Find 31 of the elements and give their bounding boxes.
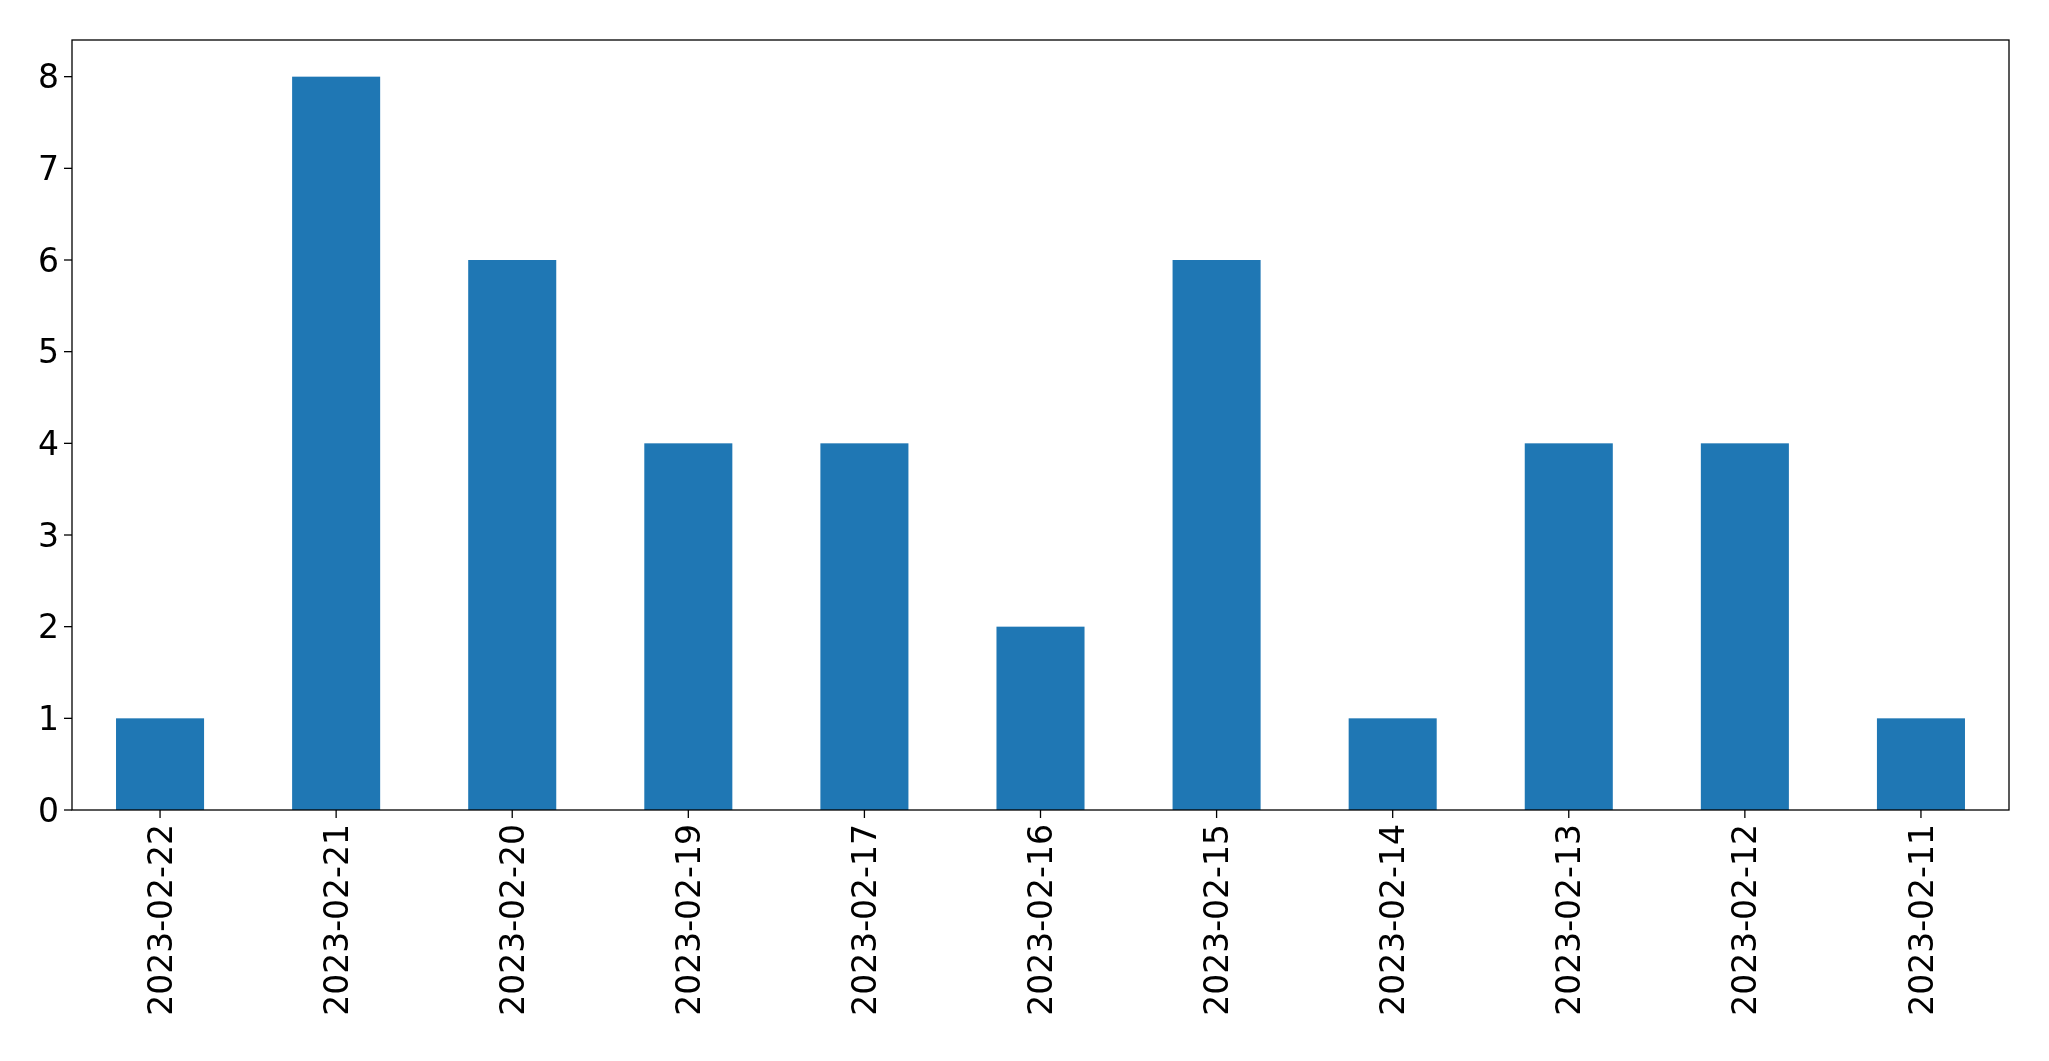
x-tick-label: 2023-02-11 bbox=[1901, 824, 1941, 1016]
bar bbox=[1172, 260, 1261, 810]
x-tick-label: 2023-02-19 bbox=[668, 824, 708, 1016]
y-tick-label: 0 bbox=[38, 790, 59, 830]
bar bbox=[1348, 718, 1437, 810]
x-tick-label: 2023-02-22 bbox=[140, 824, 180, 1016]
y-tick-label: 2 bbox=[38, 607, 59, 647]
y-tick-label: 1 bbox=[38, 698, 59, 738]
bar bbox=[292, 76, 381, 810]
y-tick-label: 7 bbox=[38, 148, 59, 188]
x-tick-label: 2023-02-14 bbox=[1373, 824, 1413, 1016]
y-tick-label: 4 bbox=[38, 423, 59, 463]
y-tick-label: 8 bbox=[38, 57, 59, 97]
bar bbox=[1876, 718, 1965, 810]
bar bbox=[468, 260, 557, 810]
bar bbox=[820, 443, 909, 810]
bar bbox=[1524, 443, 1613, 810]
x-tick-label: 2023-02-13 bbox=[1549, 824, 1589, 1016]
x-tick-label: 2023-02-21 bbox=[316, 824, 356, 1016]
x-tick-label: 2023-02-17 bbox=[844, 824, 884, 1016]
bar bbox=[116, 718, 205, 810]
x-tick-label: 2023-02-16 bbox=[1021, 824, 1061, 1016]
x-tick-label: 2023-02-20 bbox=[492, 824, 532, 1016]
y-tick-label: 6 bbox=[38, 240, 59, 280]
x-tick-label: 2023-02-12 bbox=[1725, 824, 1765, 1016]
bar bbox=[996, 626, 1085, 810]
y-tick-label: 5 bbox=[38, 332, 59, 372]
y-tick-label: 3 bbox=[38, 515, 59, 555]
x-tick-label: 2023-02-15 bbox=[1197, 824, 1237, 1016]
bar bbox=[644, 443, 733, 810]
bar bbox=[1700, 443, 1789, 810]
